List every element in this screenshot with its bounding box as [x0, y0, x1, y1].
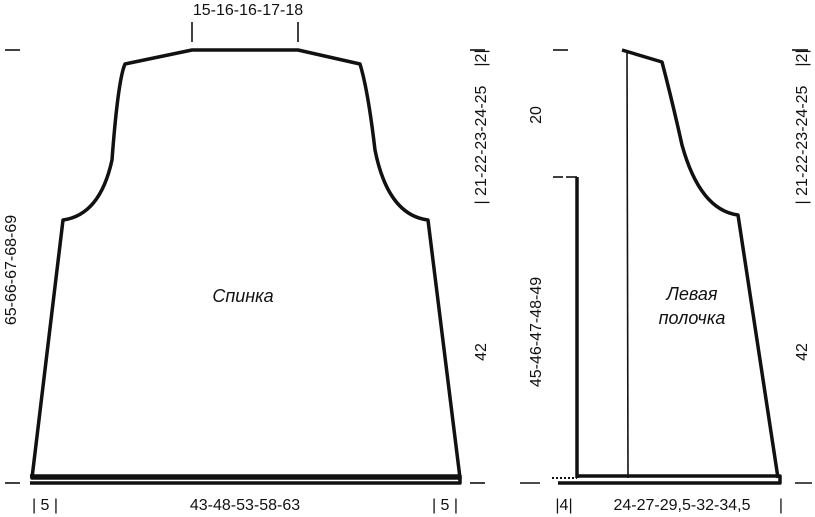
back-neck-width: 15-16-16-17-18: [193, 2, 303, 19]
front-bottom-right-mark: |: [779, 497, 783, 514]
front-body-height: 42: [794, 343, 811, 361]
front-band-width: |4|: [555, 497, 572, 514]
back-total-length: 65-66-67-68-69: [3, 215, 20, 325]
back-bottom-width: 43-48-53-58-63: [190, 497, 300, 514]
front-bottom-width: 24-27-29,5-32-34,5: [614, 497, 751, 514]
back-shoulder-drop: |2|: [473, 49, 490, 66]
back-body-height: 42: [473, 343, 490, 361]
front-edge-height: 45-46-47-48-49: [528, 277, 545, 387]
back-bottom-left-edge: | 5 |: [32, 497, 58, 514]
back-outline: [30, 48, 462, 480]
back-bottom-right-edge: | 5 |: [432, 497, 458, 514]
front-label-line2: полочка: [659, 308, 726, 328]
back-armhole-height: | 21-22-23-24-25: [473, 85, 490, 204]
front-armhole-height: | 21-22-23-24-25: [794, 85, 811, 204]
front-neck-depth: 20: [528, 106, 545, 124]
back-piece: 15-16-16-17-18 65-66-67-68-69 |2| | 21-2…: [3, 2, 490, 514]
back-bottom-band: [30, 474, 462, 485]
front-shoulder-drop: |2|: [794, 49, 811, 66]
back-label: Спинка: [212, 286, 273, 306]
front-label-line1: Левая: [666, 284, 718, 304]
left-front-piece: 20 45-46-47-48-49 |2| | 21-22-23-24-25 4…: [520, 48, 812, 514]
front-center-line: [626, 49, 629, 479]
front-outline: [621, 48, 780, 479]
front-bottom-band: [558, 474, 782, 485]
